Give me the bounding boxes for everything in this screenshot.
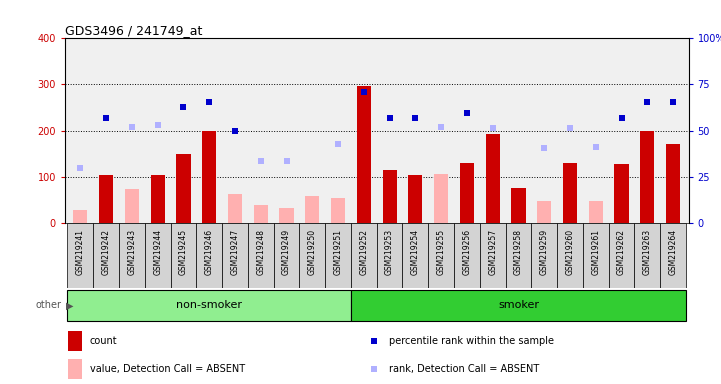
Bar [177, 154, 190, 223]
Bar [408, 175, 423, 223]
Text: value, Detection Call = ABSENT: value, Detection Call = ABSENT [90, 364, 245, 374]
Bar [228, 194, 242, 223]
Bar [640, 131, 655, 223]
Bar [248, 223, 274, 288]
Text: GSM219259: GSM219259 [540, 229, 549, 275]
Bar [68, 223, 93, 288]
Bar [68, 290, 351, 321]
Bar [68, 359, 81, 379]
Text: GSM219244: GSM219244 [153, 229, 162, 275]
Bar [537, 201, 552, 223]
Bar [563, 163, 577, 223]
Bar [357, 86, 371, 223]
Bar [145, 223, 171, 288]
Bar [511, 188, 526, 223]
Bar [93, 223, 119, 288]
Bar [119, 223, 145, 288]
Text: GSM219256: GSM219256 [462, 229, 472, 275]
Text: GSM219257: GSM219257 [488, 229, 497, 275]
Bar [125, 189, 139, 223]
Text: GSM219264: GSM219264 [668, 229, 678, 275]
Text: GSM219254: GSM219254 [411, 229, 420, 275]
Text: GSM219245: GSM219245 [179, 229, 188, 275]
Bar [99, 175, 113, 223]
Text: GSM219252: GSM219252 [359, 229, 368, 275]
Bar [666, 144, 680, 223]
Text: GSM219241: GSM219241 [76, 229, 85, 275]
Bar [254, 205, 267, 223]
Bar [505, 223, 531, 288]
Text: GSM219242: GSM219242 [102, 229, 110, 275]
Bar [609, 223, 634, 288]
Bar [202, 131, 216, 223]
Bar [402, 223, 428, 288]
Text: smoker: smoker [498, 300, 539, 310]
Text: GSM219248: GSM219248 [256, 229, 265, 275]
Bar [196, 223, 222, 288]
Text: GSM219262: GSM219262 [617, 229, 626, 275]
Bar [331, 198, 345, 223]
Text: GSM219249: GSM219249 [282, 229, 291, 275]
Bar [325, 223, 351, 288]
Text: non-smoker: non-smoker [176, 300, 242, 310]
Text: GSM219251: GSM219251 [334, 229, 342, 275]
Text: GSM219247: GSM219247 [231, 229, 239, 275]
Text: GDS3496 / 241749_at: GDS3496 / 241749_at [65, 24, 203, 37]
Text: other: other [35, 300, 61, 310]
Bar [454, 223, 479, 288]
Bar [479, 223, 505, 288]
Text: ▶: ▶ [66, 300, 74, 310]
Bar [74, 210, 87, 223]
Bar [222, 223, 248, 288]
Text: GSM219246: GSM219246 [205, 229, 213, 275]
Bar [460, 163, 474, 223]
Text: GSM219253: GSM219253 [385, 229, 394, 275]
Bar [486, 134, 500, 223]
Text: GSM219260: GSM219260 [565, 229, 575, 275]
Bar [588, 201, 603, 223]
Bar [171, 223, 196, 288]
Bar [634, 223, 660, 288]
Bar [274, 223, 299, 288]
Bar [351, 290, 686, 321]
Bar [299, 223, 325, 288]
Bar [305, 197, 319, 223]
Text: rank, Detection Call = ABSENT: rank, Detection Call = ABSENT [389, 364, 539, 374]
Bar [660, 223, 686, 288]
Bar [428, 223, 454, 288]
Bar [531, 223, 557, 288]
Bar [614, 164, 629, 223]
Bar [151, 175, 165, 223]
Text: count: count [90, 336, 118, 346]
Text: GSM219243: GSM219243 [128, 229, 136, 275]
Text: GSM219258: GSM219258 [514, 229, 523, 275]
Text: percentile rank within the sample: percentile rank within the sample [389, 336, 554, 346]
Bar [383, 170, 397, 223]
Bar [351, 223, 376, 288]
Text: GSM219263: GSM219263 [643, 229, 652, 275]
Bar [280, 208, 293, 223]
Text: GSM219250: GSM219250 [308, 229, 317, 275]
Bar [557, 223, 583, 288]
Text: GSM219261: GSM219261 [591, 229, 601, 275]
Bar [434, 174, 448, 223]
Bar [583, 223, 609, 288]
Text: GSM219255: GSM219255 [437, 229, 446, 275]
Bar [376, 223, 402, 288]
Bar [68, 331, 81, 351]
